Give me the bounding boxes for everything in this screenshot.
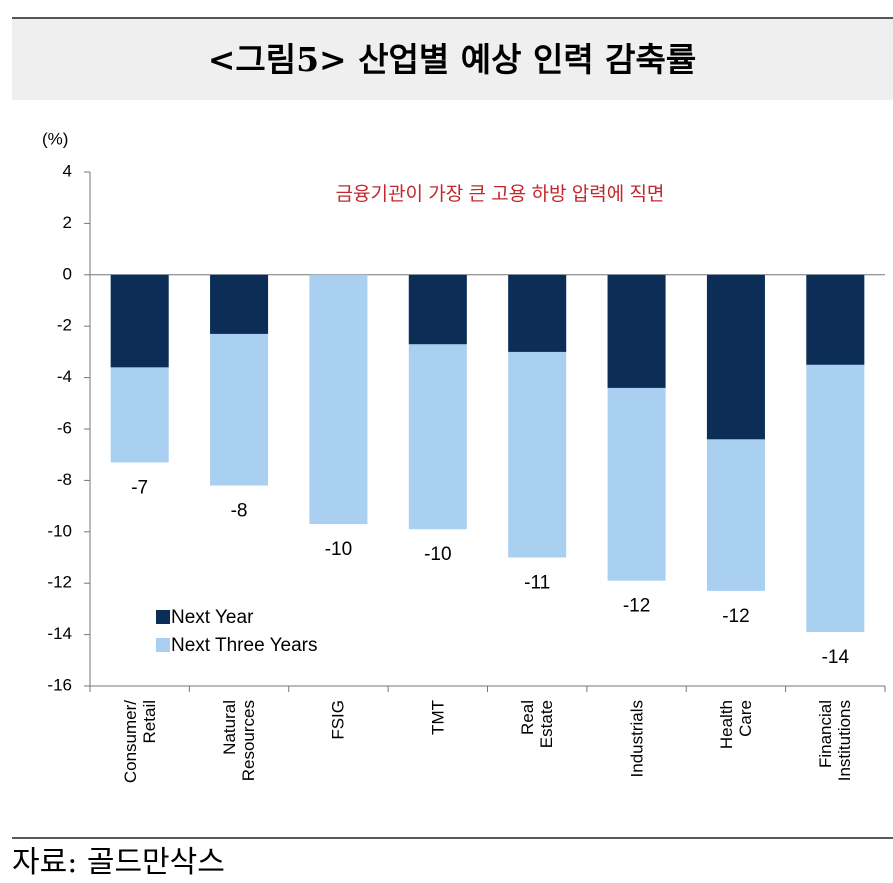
y-tick-label: 0 (63, 264, 72, 283)
bar (210, 274, 269, 334)
x-tick-label: Natural Resources (220, 700, 259, 782)
legend-swatch (156, 638, 170, 652)
x-tick-label: Financial Institutions (816, 700, 855, 782)
source: 자료: 골드만삭스 (12, 845, 225, 880)
annotation: 금융기관이 가장 큰 고용 하방 압력에 직면 (336, 183, 665, 205)
value-label: -7 (131, 477, 148, 498)
y-tick-label: 4 (63, 161, 72, 180)
y-tick-label: -12 (47, 573, 72, 592)
value-label: -10 (424, 544, 451, 565)
y-axis-label: (%) (42, 129, 68, 148)
legend-swatch (156, 610, 170, 624)
bar (706, 274, 765, 440)
bar (508, 274, 567, 352)
value-label: -12 (722, 606, 749, 627)
legend-label: Next Three Years (171, 635, 317, 656)
x-tick-label: Industrials (627, 700, 647, 778)
y-tick-label: -8 (57, 470, 72, 489)
x-tick-label: Health Care (716, 700, 755, 750)
bar (607, 274, 666, 388)
value-label: -12 (623, 596, 650, 617)
value-label: -14 (822, 647, 850, 668)
y-tick-label: -10 (47, 521, 72, 540)
y-tick-label: -16 (47, 675, 72, 694)
x-tick-label: Consumer/ Retail (120, 700, 159, 784)
x-tick-label: TMT (428, 700, 448, 735)
x-tick-label: Real Estate (518, 700, 557, 749)
bar (309, 274, 368, 525)
chart-title: <그림5> 산업별 예상 인력 감축률 (208, 40, 697, 79)
y-tick-label: -4 (57, 367, 72, 386)
value-label: -10 (325, 539, 352, 560)
y-tick-label: -2 (57, 316, 72, 335)
title-band (12, 18, 893, 100)
bar (408, 274, 467, 345)
bar (806, 274, 865, 365)
bar (110, 274, 169, 368)
value-label: -11 (524, 573, 550, 594)
legend-label: Next Year (171, 607, 254, 628)
y-tick-label: -14 (47, 624, 72, 643)
x-tick-label: FSIG (328, 700, 348, 740)
y-tick-label: -6 (57, 418, 72, 437)
value-label: -8 (231, 501, 248, 522)
y-tick-label: 2 (63, 213, 72, 232)
